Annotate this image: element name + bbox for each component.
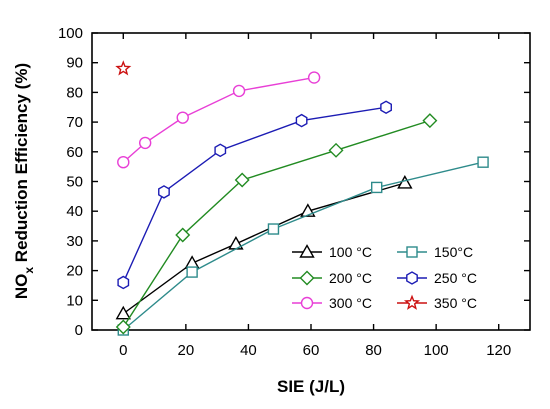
y-tick-label: 100 bbox=[58, 25, 83, 42]
y-axis-title-main: NO bbox=[12, 274, 31, 300]
series-circle bbox=[117, 71, 321, 169]
data-point-triangle bbox=[115, 305, 131, 320]
y-tick-label: 60 bbox=[66, 144, 83, 161]
legend-item-hexagon: 250 °C bbox=[397, 270, 477, 286]
legend-label: 350 °C bbox=[434, 295, 477, 311]
data-point-circle bbox=[307, 71, 321, 84]
legend-marker-diamond bbox=[299, 270, 315, 286]
y-axis-title: NOx Reduction Efficiency (%) bbox=[12, 63, 36, 299]
x-tick-label: 40 bbox=[240, 342, 257, 359]
x-tick-label: 100 bbox=[424, 342, 449, 359]
data-point-circle bbox=[117, 155, 130, 169]
legend-marker-circle bbox=[300, 296, 314, 310]
data-point-diamond bbox=[234, 172, 250, 188]
legend-marker-triangle bbox=[299, 244, 315, 258]
data-point-square bbox=[477, 156, 489, 168]
y-axis: 0 10 20 30 40 50 60 70 80 90 100 bbox=[58, 25, 530, 339]
y-axis-title-rest: Reduction Efficiency (%) bbox=[12, 63, 31, 267]
y-tick-label: 50 bbox=[66, 174, 83, 191]
x-tick-label: 60 bbox=[303, 342, 320, 359]
data-point-square bbox=[371, 181, 383, 194]
series-star bbox=[115, 60, 132, 76]
y-tick-label: 0 bbox=[75, 322, 83, 339]
data-point-diamond bbox=[115, 319, 131, 335]
y-axis-title-subscript: x bbox=[22, 267, 36, 274]
legend-item-square: 150°C bbox=[397, 244, 473, 260]
legend-item-diamond: 200 °C bbox=[292, 270, 372, 286]
data-point-star bbox=[115, 60, 132, 76]
legend-marker-hexagon bbox=[406, 271, 418, 285]
x-axis: 0 20 40 60 80 100 120 bbox=[119, 33, 511, 359]
data-point-square bbox=[186, 266, 198, 278]
data-point-hexagon bbox=[214, 143, 227, 158]
legend-label: 200 °C bbox=[329, 270, 372, 286]
x-axis-title: SIE (J/L) bbox=[277, 377, 345, 396]
legend-item-triangle: 100 °C bbox=[292, 244, 372, 260]
x-tick-label: 120 bbox=[486, 342, 511, 359]
y-tick-label: 90 bbox=[66, 55, 83, 72]
data-point-hexagon bbox=[295, 113, 308, 128]
data-point-circle bbox=[176, 111, 189, 124]
legend-label: 150°C bbox=[434, 244, 473, 260]
legend-item-star: 350 °C bbox=[397, 294, 477, 311]
legend-label: 100 °C bbox=[329, 244, 372, 260]
y-tick-label: 20 bbox=[66, 263, 83, 280]
legend-label: 250 °C bbox=[434, 270, 477, 286]
y-tick-label: 30 bbox=[66, 233, 83, 250]
series-diamond bbox=[115, 113, 438, 335]
legend-label: 300 °C bbox=[329, 295, 372, 311]
data-point-hexagon bbox=[380, 100, 392, 115]
y-tick-label: 40 bbox=[66, 203, 83, 220]
data-point-circle bbox=[138, 136, 152, 150]
data-point-diamond bbox=[175, 227, 191, 243]
y-tick-label: 80 bbox=[66, 84, 83, 101]
legend-item-circle: 300 °C bbox=[292, 295, 372, 311]
y-tick-label: 70 bbox=[66, 114, 83, 131]
series-hexagon bbox=[117, 100, 392, 290]
data-point-diamond bbox=[328, 142, 344, 158]
legend-marker-square bbox=[406, 246, 418, 258]
x-tick-label: 80 bbox=[365, 342, 382, 359]
data-point-hexagon bbox=[158, 185, 170, 199]
data-point-circle bbox=[232, 84, 246, 98]
x-tick-label: 20 bbox=[178, 342, 195, 359]
series-layer bbox=[115, 60, 489, 336]
legend: 100 °C 150°C 200 °C 250 °C 300 °C 350 °C bbox=[292, 244, 477, 311]
data-point-diamond bbox=[422, 113, 438, 129]
data-point-hexagon bbox=[117, 275, 130, 290]
legend-marker-star bbox=[403, 294, 421, 310]
y-tick-label: 10 bbox=[66, 292, 83, 309]
data-point-square bbox=[267, 223, 280, 235]
x-tick-label: 0 bbox=[119, 342, 127, 359]
